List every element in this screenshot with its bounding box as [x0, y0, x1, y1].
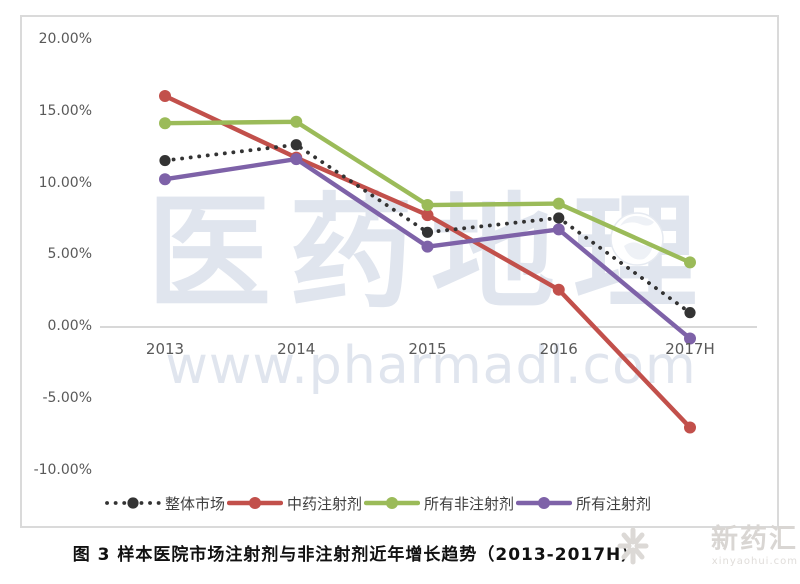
x-tick-label: 2017H: [665, 340, 715, 358]
y-tick-label: -10.00%: [33, 461, 92, 478]
series-marker-0: [159, 154, 171, 167]
series-line-1: [162, 93, 693, 430]
series-marker-2: [684, 256, 696, 269]
chart-frame: [20, 15, 779, 528]
series-marker-2: [290, 115, 303, 128]
x-tick-label: 2014: [277, 340, 316, 358]
series-marker-3: [421, 240, 434, 253]
x-tick-label: 2016: [539, 340, 578, 358]
legend-swatch-3: [516, 497, 573, 509]
x-tick-label: 2013: [145, 340, 185, 358]
y-tick-label: 5.00%: [47, 246, 92, 263]
legend-item-0: 整体市场: [105, 492, 225, 514]
series-marker-2: [159, 117, 171, 130]
series-marker-1: [159, 89, 171, 102]
chart-legend: 整体市场 中药注射剂 所有非注射剂 所有注射剂: [20, 492, 736, 514]
x-tick-label: 2015: [408, 340, 447, 358]
legend-item-3: 所有注射剂: [516, 492, 651, 514]
legend-label-3: 所有注射剂: [576, 494, 652, 513]
series-marker-3: [684, 332, 696, 345]
series-marker-2: [421, 199, 434, 212]
legend-item-2: 所有非注射剂: [364, 492, 514, 514]
legend-swatch-0: [105, 497, 161, 509]
y-tick-label: 0.00%: [47, 318, 92, 334]
series-marker-2: [552, 197, 565, 210]
series-marker-3: [159, 173, 171, 186]
y-tick-label: 20.00%: [38, 31, 92, 47]
series-marker-3: [552, 223, 565, 236]
series-marker-1: [684, 421, 696, 434]
series-marker-1: [552, 283, 565, 296]
legend-label-0: 整体市场: [164, 494, 225, 513]
series-marker-0: [553, 212, 565, 224]
y-tick-label: 10.00%: [38, 174, 92, 191]
series-marker-3: [290, 153, 303, 166]
legend-swatch-2: [364, 497, 420, 509]
y-tick-label: 15.00%: [38, 102, 92, 119]
series-marker-0: [290, 139, 302, 151]
y-tick-label: -5.00%: [42, 389, 92, 406]
series-marker-0: [421, 226, 434, 238]
figure-caption: 图 3 样本医院市场注射剂与非注射剂近年增长趋势（2013-2017H）: [72, 545, 640, 565]
legend-swatch-1: [226, 497, 283, 509]
series-marker-0: [684, 307, 696, 319]
series-marker-1: [421, 209, 434, 222]
legend-label-1: 中药注射剂: [286, 494, 362, 513]
legend-item-1: 中药注射剂: [226, 492, 362, 514]
legend-label-2: 所有非注射剂: [424, 494, 515, 513]
